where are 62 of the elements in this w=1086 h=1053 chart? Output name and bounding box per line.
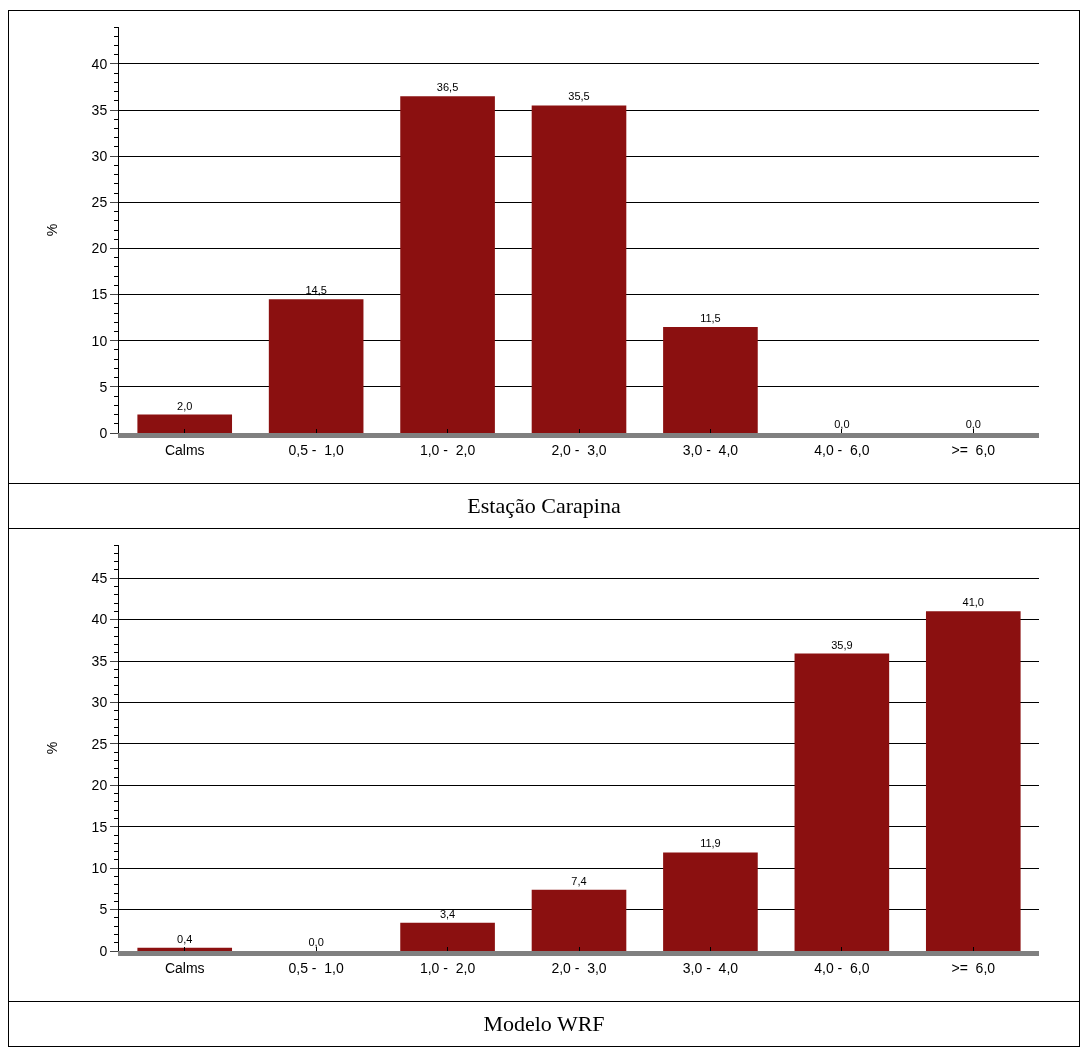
x-tick-label: 4,0 - 6,0	[814, 959, 870, 976]
data-label: 41,0	[962, 596, 984, 609]
y-tick-label: 0	[99, 424, 108, 441]
x-tick-label: 0,5 - 1,0	[288, 441, 344, 458]
y-tick-label: 30	[91, 148, 108, 165]
x-tick-label: 0,5 - 1,0	[288, 959, 344, 976]
x-tick-label: >= 6,0	[951, 441, 996, 458]
data-label: 35,5	[568, 90, 590, 103]
data-label: 35,9	[831, 638, 853, 651]
y-tick-label: 35	[91, 652, 108, 669]
y-tick-label: 25	[91, 735, 108, 752]
x-tick-label: >= 6,0	[951, 959, 996, 976]
text: Estação Carapina	[9, 483, 1079, 529]
y-tick-label: 20	[91, 777, 108, 794]
data-label: 2,0	[177, 399, 193, 412]
y-tick-label: 5	[99, 378, 108, 395]
x-tick-label: 2,0 - 3,0	[551, 441, 607, 458]
y-tick-label: 15	[91, 286, 108, 303]
x-tick-label: 3,0 - 4,0	[682, 959, 739, 976]
x-tick-label: Calms	[164, 441, 205, 458]
y-tick-label: 5	[99, 901, 108, 918]
data-label: 11,5	[700, 311, 721, 324]
y-tick-label: 45	[91, 570, 108, 587]
bar	[531, 889, 627, 951]
y-tick-label: 15	[91, 818, 108, 835]
y-axis-title: %	[44, 223, 61, 237]
data-label: 0,0	[834, 418, 850, 430]
y-tick-label: 10	[91, 860, 108, 877]
x-tick-label: 4,0 - 6,0	[814, 441, 870, 458]
y-tick-label: 35	[91, 101, 108, 118]
data-label: 14,5	[305, 284, 327, 297]
bar	[268, 299, 364, 433]
data-label: 36,5	[436, 81, 459, 94]
data-label: 0,4	[177, 932, 193, 945]
bar	[794, 653, 890, 951]
x-tick-label: 2,0 - 3,0	[551, 959, 607, 976]
bar	[663, 326, 758, 433]
data-label: 11,9	[700, 837, 721, 850]
text: Modelo WRF	[9, 1001, 1079, 1046]
bar	[137, 414, 233, 433]
y-tick-label: 40	[91, 611, 108, 628]
x-tick-label: 1,0 - 2,0	[419, 959, 476, 976]
bar	[400, 922, 495, 951]
y-tick-label: 25	[91, 194, 108, 211]
data-label: 0,0	[965, 418, 981, 430]
x-tick-label: Calms	[164, 959, 205, 976]
data-label: 0,0	[308, 936, 324, 948]
bar	[137, 947, 233, 951]
bar	[400, 96, 495, 433]
y-tick-label: 10	[91, 332, 108, 349]
x-tick-label: 3,0 - 4,0	[682, 441, 739, 458]
y-tick-label: 0	[99, 942, 108, 959]
data-label: 3,4	[439, 907, 456, 920]
y-tick-label: 20	[91, 240, 108, 257]
y-tick-label: 40	[91, 55, 108, 72]
x-tick-label: 1,0 - 2,0	[419, 441, 476, 458]
bar	[663, 852, 758, 951]
bar	[925, 611, 1021, 951]
y-axis-title: %	[44, 741, 61, 755]
y-tick-label: 30	[91, 694, 108, 711]
bar	[531, 105, 627, 433]
data-label: 7,4	[571, 874, 587, 887]
